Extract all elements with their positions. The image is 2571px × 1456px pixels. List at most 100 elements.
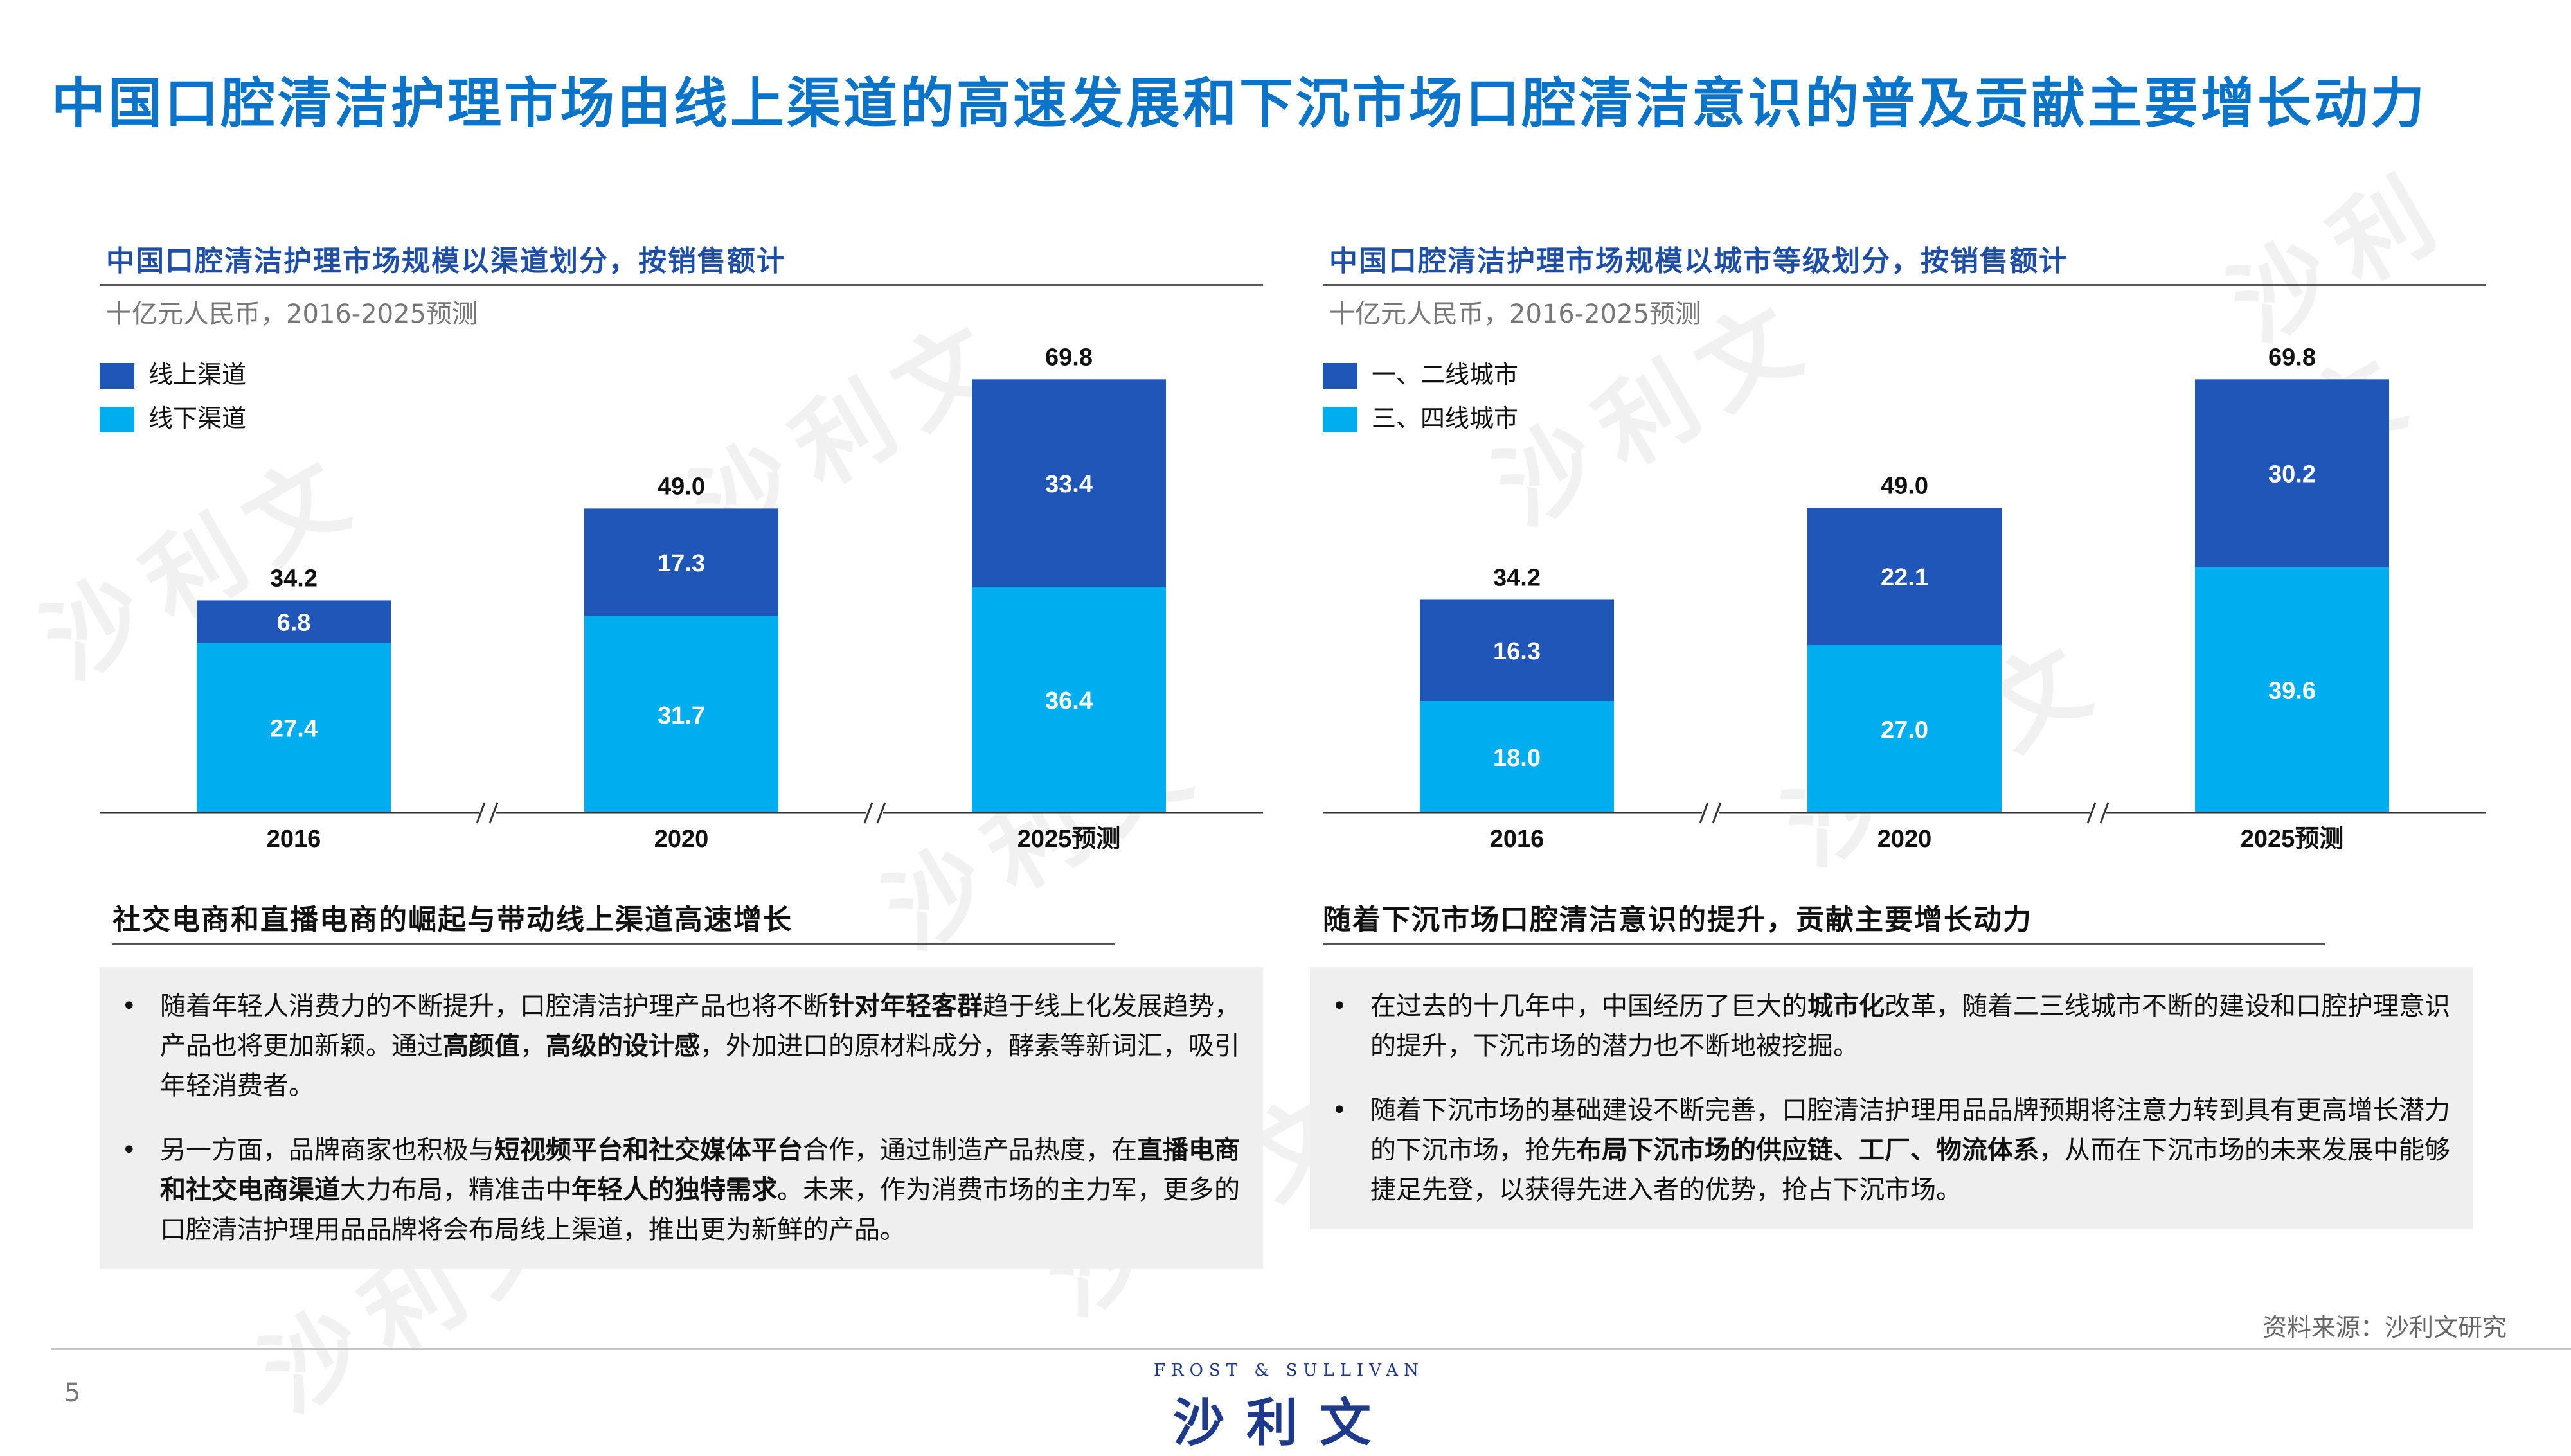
bar-segment	[1807, 645, 2002, 813]
bullet-item: • 在过去的十几年中，中国经历了巨大的城市化改革，随着二三线城市不断的建设和口腔护…	[1332, 986, 2451, 1066]
legend-swatch	[1323, 407, 1357, 432]
bar-segment	[2195, 567, 2389, 813]
bullet-text: 在过去的十几年中，中国经历了巨大的	[1370, 991, 1807, 1021]
total-label: 69.8	[1045, 344, 1093, 371]
bar-segment	[1807, 508, 2002, 646]
section-rule	[1323, 943, 2325, 945]
bar-segment	[1420, 701, 1614, 813]
data-label: 17.3	[658, 550, 705, 577]
page-title: 中国口腔清洁护理市场由线上渠道的高速发展和下沉市场口腔清洁意识的普及贡献主要增长…	[51, 71, 2428, 135]
chart-title: 中国口腔清洁护理市场规模以渠道划分，按销售额计	[106, 245, 786, 278]
chart-channel: 中国口腔清洁护理市场规模以渠道划分，按销售额计 十亿元人民币，2016-2025…	[100, 238, 1263, 855]
chart-title: 中国口腔清洁护理市场规模以城市等级划分，按销售额计	[1329, 245, 2068, 278]
bullet-text-bold: 城市化	[1807, 991, 1885, 1021]
data-label: 18.0	[1493, 745, 1541, 772]
total-label: 34.2	[1493, 564, 1541, 591]
section-heading: 随着下沉市场口腔清洁意识的提升，贡献主要增长动力	[1323, 903, 2032, 936]
axis-break-mark	[1699, 802, 1709, 824]
bullet-text: 。未来，作为消费市场的主力军，更多的口腔清洁护理用品品牌将会布局线上渠道，推出更…	[160, 1175, 1240, 1245]
data-label: 16.3	[1493, 638, 1541, 665]
bullet-item: • 随着年轻人消费力的不断提升，口腔清洁护理产品也将不断针对年轻客群趋于线上化发展…	[121, 986, 1241, 1106]
total-label: 69.8	[2268, 344, 2316, 371]
chart-city-tier: 中国口腔清洁护理市场规模以城市等级划分，按销售额计 十亿元人民币，2016-20…	[1323, 238, 2486, 855]
bullet-text: 随着年轻人消费力的不断提升，口腔清洁护理产品也将不断	[160, 991, 829, 1021]
axis-break-mark	[1712, 802, 1722, 824]
bullet-dot-icon: •	[1332, 991, 1347, 1021]
page-number: 5	[64, 1378, 81, 1408]
bullet-item: • 随着下沉市场的基础建设不断完善，口腔清洁护理用品品牌预期将注意力转到具有更高增…	[1332, 1090, 2451, 1210]
x-tick-label: 2025预测	[2241, 826, 2344, 853]
bullet-text-bold: 直播电商和社交电商渠道	[160, 1135, 1240, 1205]
bullet-text: ，	[520, 1031, 546, 1061]
bullet-text-bold: 年轻人的独特需求	[571, 1175, 777, 1205]
data-label: 6.8	[277, 609, 311, 636]
data-label: 31.7	[658, 702, 705, 729]
legend-label: 三、四线城市	[1372, 404, 1518, 432]
bar-segment	[972, 587, 1166, 813]
bullet-text: 大力布局，精准击中	[340, 1175, 571, 1205]
bar-segment	[584, 616, 778, 813]
section-heading: 社交电商和直播电商的崛起与带动线上渠道高速增长	[112, 903, 793, 936]
data-label: 27.0	[1881, 717, 1928, 744]
footer-divider	[51, 1348, 2571, 1350]
legend-label: 一、二线城市	[1372, 360, 1518, 389]
bullet-text-bold: 针对年轻客群	[829, 991, 983, 1021]
section-rule	[112, 943, 1115, 945]
x-tick-label: 2025预测	[1017, 826, 1121, 853]
data-label: 36.4	[1045, 688, 1093, 715]
logo: 沙利文	[1173, 1392, 1393, 1453]
bar-segment	[197, 643, 391, 813]
x-tick-label: 2016	[267, 826, 321, 853]
bar-segment	[584, 508, 778, 616]
axis-break-mark	[876, 802, 886, 824]
chart-title-rule	[1323, 284, 2486, 286]
data-label: 39.6	[2268, 678, 2316, 705]
bar-segment	[1420, 599, 1614, 702]
text-box: • 随着年轻人消费力的不断提升，口腔清洁护理产品也将不断针对年轻客群趋于线上化发展…	[100, 967, 1263, 1269]
total-label: 49.0	[658, 473, 705, 500]
data-label: 27.4	[270, 716, 318, 743]
total-label: 34.2	[270, 565, 318, 592]
bullet-text-bold: 高颜值	[443, 1031, 520, 1061]
bullet-item: • 另一方面，品牌商家也积极与短视频平台和社交媒体平台合作，通过制造产品热度，在直…	[121, 1130, 1241, 1250]
axis-break-mark	[488, 802, 499, 824]
bullet-text: 改革，随着二三线城市不断的建设和口腔护理意识的提升，下沉市场的潜力也不断地被挖掘…	[1370, 991, 2450, 1061]
bullet-dot-icon: •	[1332, 1096, 1347, 1125]
legend-label: 线上渠道	[148, 360, 246, 389]
data-label: 30.2	[2268, 461, 2316, 488]
bar-segment	[2195, 379, 2389, 567]
text-box: • 在过去的十几年中，中国经历了巨大的城市化改革，随着二三线城市不断的建设和口腔护…	[1310, 967, 2473, 1229]
axis-break-mark	[863, 802, 873, 824]
bar-segment	[972, 379, 1166, 587]
axis-break-mark	[476, 802, 486, 824]
axis-break-mark	[2099, 802, 2110, 824]
bullet-text: ，从而在下沉市场的未来发展中能够捷足先登，以获得先进入者的优势，抢占下沉市场。	[1370, 1135, 2450, 1205]
axis-break-mark	[2086, 802, 2097, 824]
x-tick-label: 2020	[654, 826, 709, 853]
chart-title-rule	[100, 284, 1263, 286]
x-tick-label: 2020	[1877, 826, 1932, 853]
chart-unit: 十亿元人民币，2016-2025预测	[1329, 299, 1701, 329]
source-note: 资料来源：沙利文研究	[2262, 1313, 2507, 1342]
legend-swatch	[1323, 363, 1357, 389]
bullet-text: 合作，通过制造产品热度，在	[803, 1135, 1137, 1165]
legend-label: 线下渠道	[148, 404, 246, 432]
data-label: 22.1	[1881, 564, 1928, 591]
bullet-text-bold: 布局下沉市场的供应链、工厂、物流体系	[1576, 1135, 2039, 1165]
logo-text: FROST & SULLIVAN	[1154, 1361, 1424, 1380]
legend-swatch	[100, 407, 134, 432]
x-tick-label: 2016	[1490, 826, 1545, 853]
bullet-text: ，外加进口的原材料成分，酵素等新词汇，吸引年轻消费者。	[160, 1031, 1240, 1101]
bullet-text: 随着下沉市场的基础建设不断完善，口腔清洁护理用品品牌预期将注意力转到具有更高增长…	[1370, 1096, 2450, 1165]
bullet-text: 趋于线上化发展趋势，产品也将更加新颖。通过	[160, 991, 1240, 1061]
bullet-text: 另一方面，品牌商家也积极与	[160, 1135, 494, 1165]
bullet-dot-icon: •	[121, 991, 137, 1021]
legend-swatch	[100, 363, 134, 389]
bullet-text-bold: 短视频平台和社交媒体平台	[494, 1135, 803, 1165]
total-label: 49.0	[1881, 472, 1928, 499]
bar-segment	[197, 600, 391, 643]
data-label: 33.4	[1045, 471, 1093, 498]
bullet-dot-icon: •	[121, 1135, 137, 1165]
